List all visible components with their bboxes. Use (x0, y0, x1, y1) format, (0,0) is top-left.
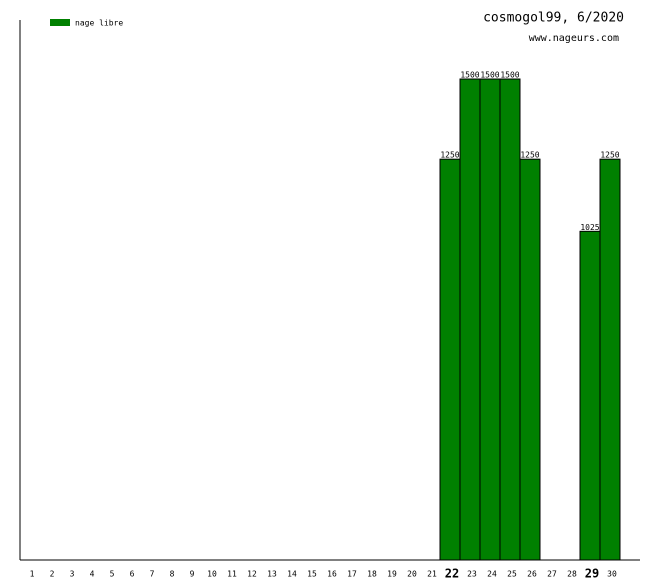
x-tick-label: 10 (207, 570, 217, 579)
bar (479, 78, 501, 561)
x-tick-label: 9 (190, 570, 195, 579)
x-tick-label: 4 (90, 570, 95, 579)
bar (459, 78, 481, 561)
x-tick-label: 2 (50, 570, 55, 579)
value-label: 1500 (480, 71, 499, 80)
x-tick-label: 17 (347, 570, 357, 579)
value-label: 1500 (500, 71, 519, 80)
x-tick-label: 8 (170, 570, 175, 579)
x-tick-label: 7 (150, 570, 155, 579)
x-tick-label: 14 (287, 570, 297, 579)
x-tick-label: 20 (407, 570, 417, 579)
x-tick-label: 1 (30, 570, 35, 579)
value-label: 1025 (580, 223, 599, 232)
x-tick-label: 29 (585, 567, 599, 580)
x-tick-label: 19 (387, 570, 397, 579)
chart-title: cosmogol99, 6/2020 (483, 11, 624, 26)
x-tick-label: 15 (307, 570, 317, 579)
value-label: 1250 (440, 151, 459, 160)
x-tick-label: 21 (427, 570, 437, 579)
value-label: 1250 (600, 151, 619, 160)
x-tick-label: 26 (527, 570, 537, 579)
x-tick-label: 18 (367, 570, 377, 579)
x-tick-label: 25 (507, 570, 517, 579)
x-tick-label: 11 (227, 570, 237, 579)
x-tick-label: 12 (247, 570, 257, 579)
value-label: 1250 (520, 151, 539, 160)
bar (579, 230, 601, 561)
x-tick-label: 30 (607, 570, 617, 579)
x-tick-label: 23 (467, 570, 477, 579)
x-tick-label: 13 (267, 570, 277, 579)
x-tick-label: 5 (110, 570, 115, 579)
legend-swatch (50, 19, 70, 26)
legend-label: nage libre (75, 19, 123, 28)
x-tick-label: 3 (70, 570, 75, 579)
chart-subtitle: www.nageurs.com (529, 33, 619, 44)
bar (439, 158, 461, 561)
x-tick-label: 6 (130, 570, 135, 579)
bar (519, 158, 541, 561)
x-tick-label: 22 (445, 567, 459, 580)
value-label: 1500 (460, 71, 479, 80)
x-tick-label: 24 (487, 570, 497, 579)
x-tick-label: 28 (567, 570, 577, 579)
x-tick-label: 27 (547, 570, 557, 579)
bar (599, 158, 621, 561)
x-tick-label: 16 (327, 570, 337, 579)
bar (499, 78, 521, 561)
